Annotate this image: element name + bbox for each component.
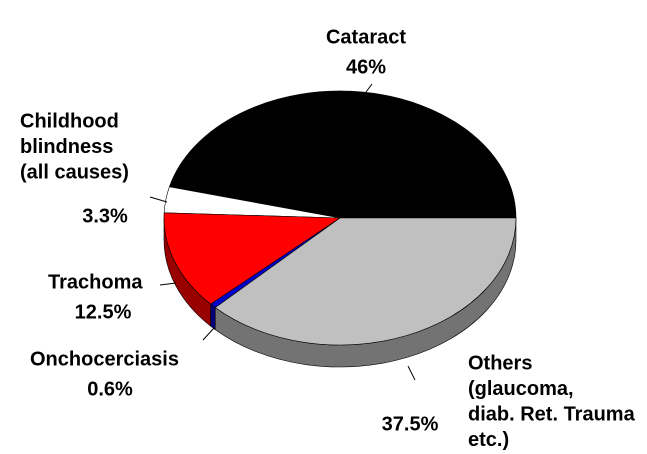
slice-label: Trachoma (48, 271, 143, 293)
slice (163, 212, 341, 305)
slice-label: blindness (20, 136, 113, 158)
leader-line (149, 196, 168, 203)
leader-line (159, 282, 177, 286)
slice-label: Others (468, 352, 532, 374)
slice (214, 217, 517, 346)
leader-line (202, 327, 215, 341)
value-label: 37.5% (382, 413, 439, 435)
slice-label: Childhood (20, 110, 119, 132)
value-label: 12.5% (75, 301, 132, 323)
slice-label: (glaucoma, (468, 378, 574, 400)
leader-line (365, 83, 373, 93)
slice (169, 90, 517, 219)
slice-label: Cataract (326, 26, 406, 48)
value-label: 3.3% (82, 205, 128, 227)
slice-label: diab. Ret. Trauma (468, 403, 636, 425)
value-label: 46% (346, 56, 386, 78)
value-label: 0.6% (87, 378, 133, 400)
slice-label: etc.) (468, 429, 509, 451)
slice-label: Onchocerciasis (30, 348, 179, 370)
slice-side (210, 303, 216, 331)
leader-line (407, 365, 416, 381)
slice-label: (all causes) (20, 161, 129, 183)
